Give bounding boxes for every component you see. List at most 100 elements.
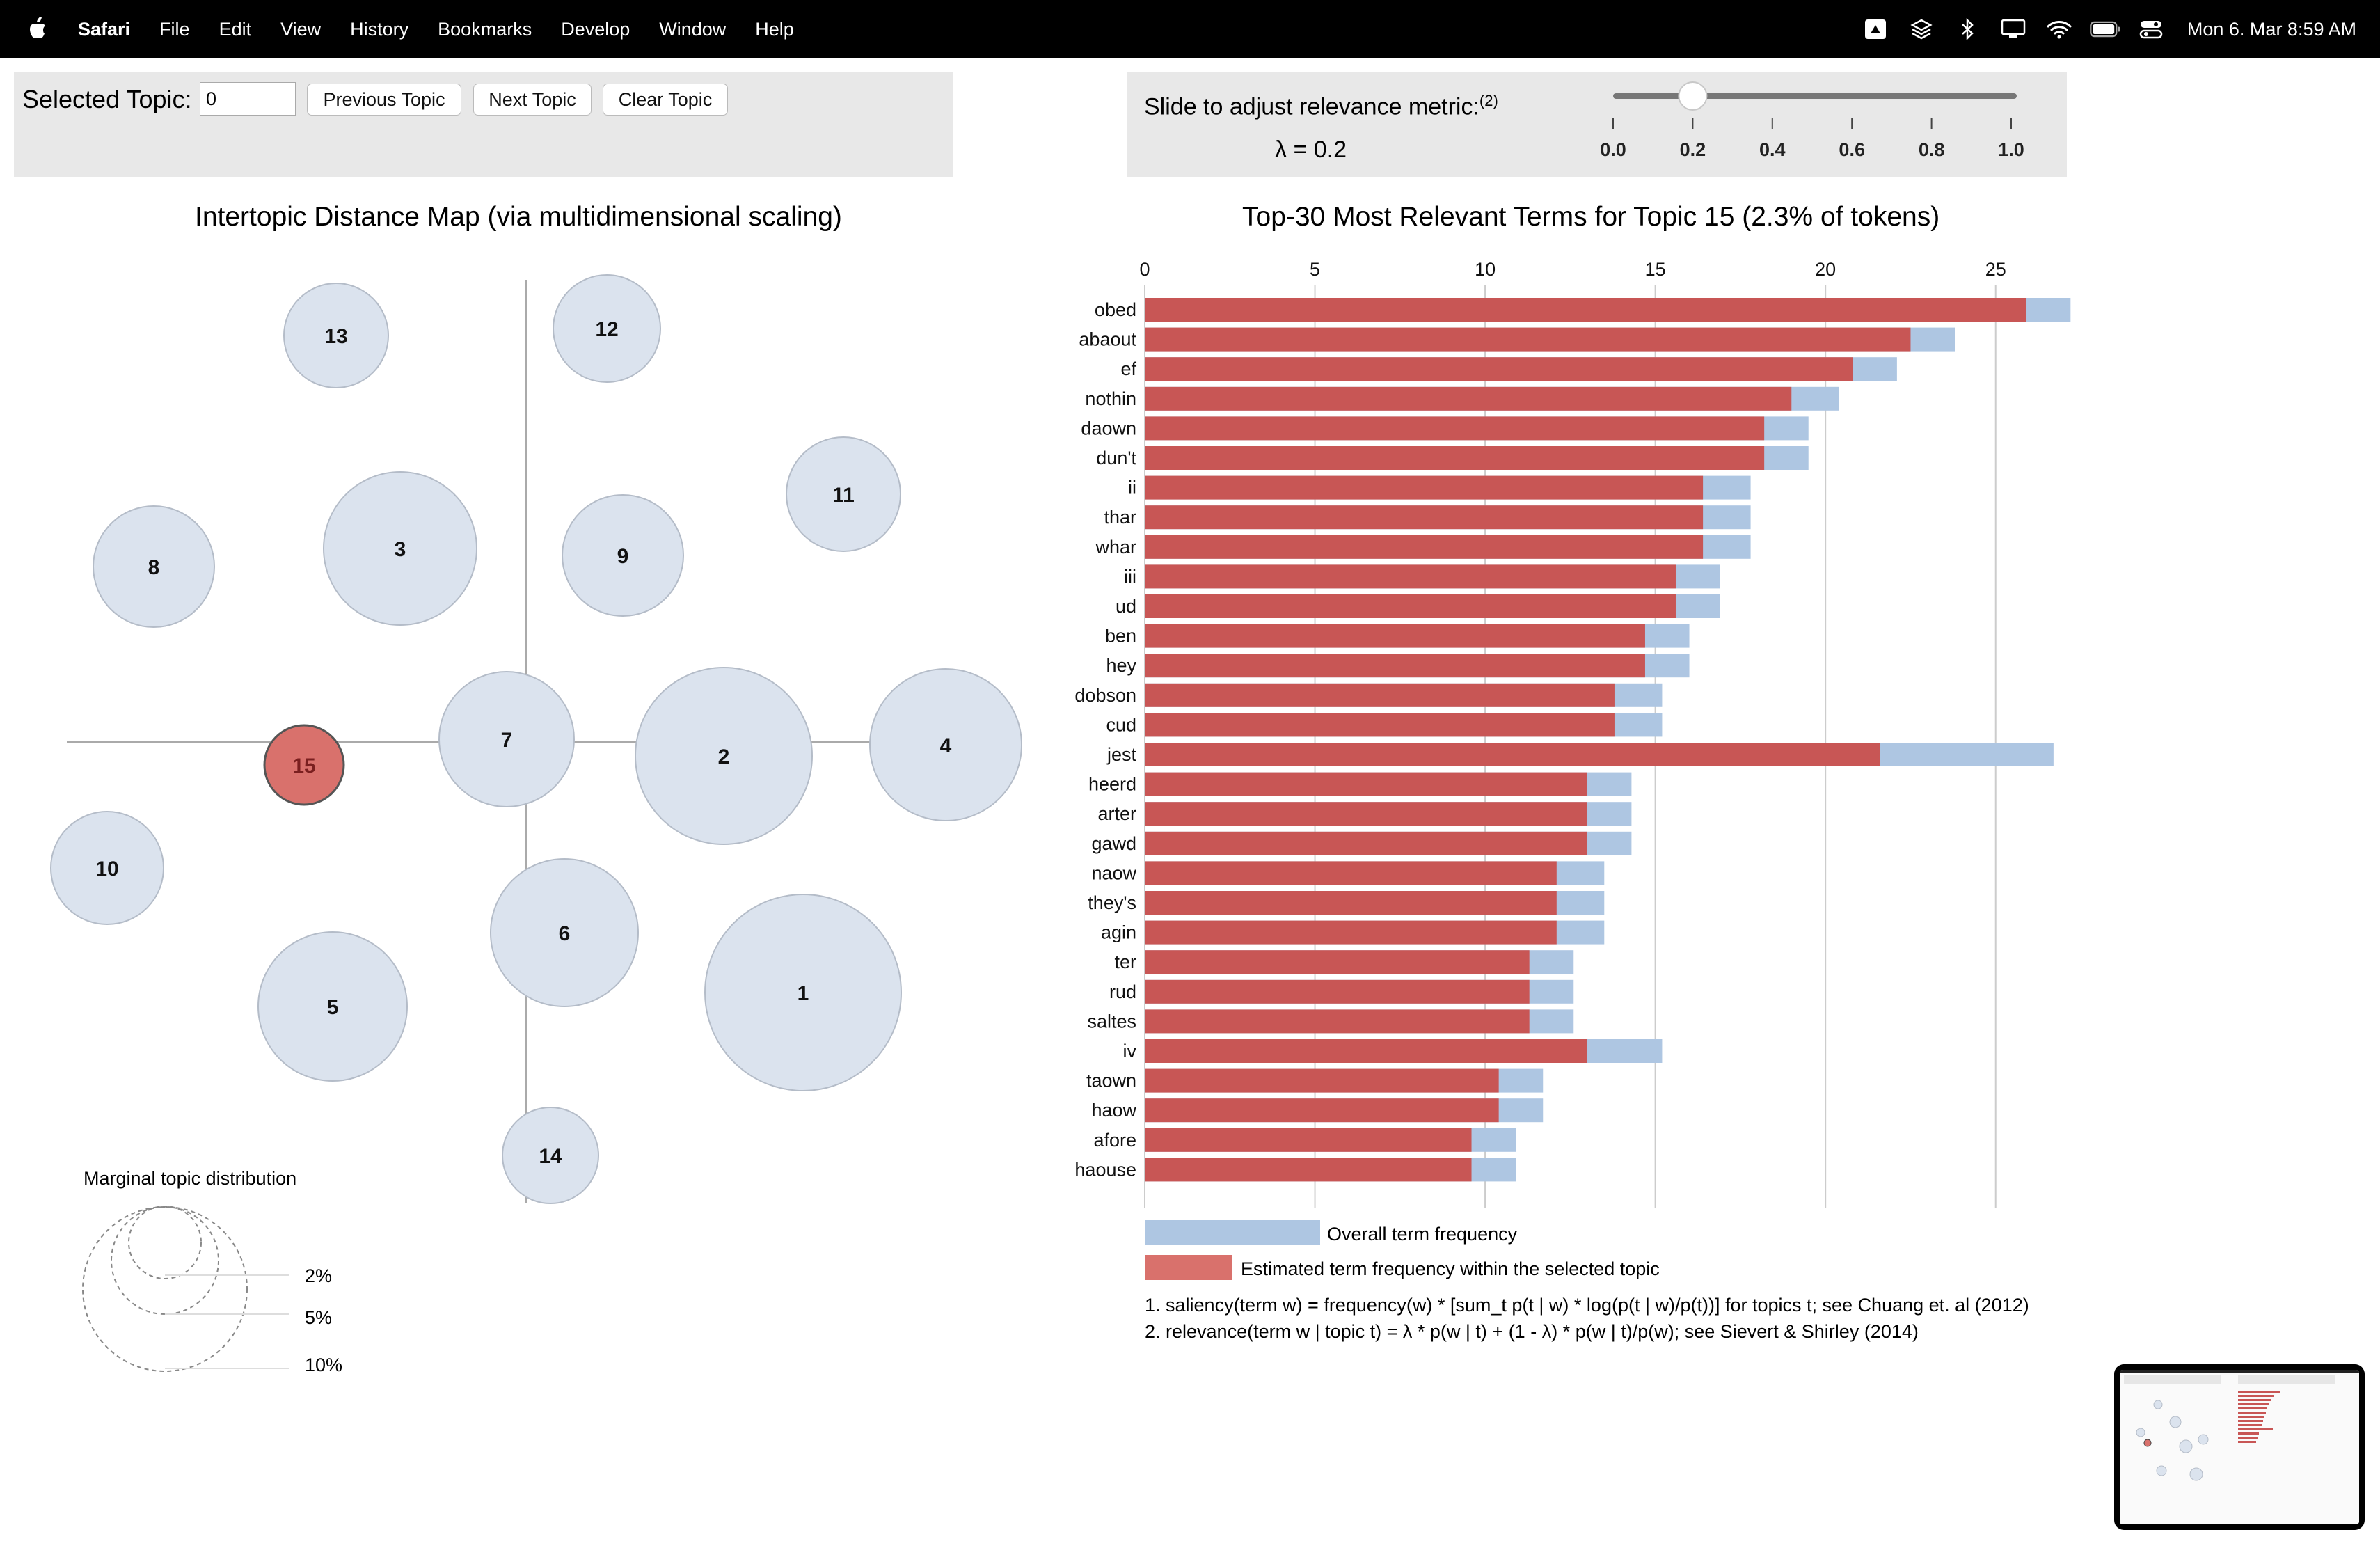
topic-bubble[interactable] [490, 858, 639, 1007]
thumbnail-preview[interactable] [2120, 1370, 2359, 1524]
topic-circle-5[interactable]: 5 [257, 931, 408, 1082]
screenshot-thumbnail[interactable] [2114, 1364, 2365, 1530]
topic-circle-11[interactable]: 11 [786, 436, 901, 552]
bar-topic-arter[interactable] [1145, 802, 1587, 826]
term-label-abaout[interactable]: abaout [1079, 329, 1136, 350]
bar-topic-ter[interactable] [1145, 950, 1530, 974]
term-label-iv[interactable]: iv [1123, 1041, 1137, 1061]
topic-circle-6[interactable]: 6 [490, 858, 639, 1007]
term-label-obed[interactable]: obed [1095, 299, 1136, 320]
menu-edit[interactable]: Edit [219, 18, 252, 40]
topic-circle-1[interactable]: 1 [704, 894, 902, 1091]
bar-topic-daown[interactable] [1145, 416, 1765, 441]
term-label-afore[interactable]: afore [1093, 1130, 1136, 1151]
term-label-jest[interactable]: jest [1106, 744, 1137, 765]
slider-track[interactable] [1613, 93, 2017, 99]
topic-circle-3[interactable]: 3 [323, 471, 477, 626]
bar-topic-agin[interactable] [1145, 920, 1557, 945]
topic-bubble[interactable] [786, 436, 901, 552]
bar-topic-dobson[interactable] [1145, 683, 1615, 707]
bar-topic-haow[interactable] [1145, 1098, 1499, 1123]
menu-file[interactable]: File [159, 18, 190, 40]
term-label-saltes[interactable]: saltes [1087, 1011, 1136, 1032]
term-label-daown[interactable]: daown [1081, 418, 1136, 439]
term-label-ud[interactable]: ud [1116, 596, 1136, 617]
drive-icon[interactable] [1860, 17, 1891, 41]
topic-bubble[interactable] [562, 494, 684, 617]
term-label-naow[interactable]: naow [1091, 862, 1136, 883]
clear-topic-button[interactable]: Clear Topic [603, 84, 728, 116]
bar-topic-gawd[interactable] [1145, 831, 1587, 855]
bar-topic-nothin[interactable] [1145, 386, 1792, 411]
topic-bubble[interactable] [257, 931, 408, 1082]
term-label-hey[interactable]: hey [1106, 655, 1136, 676]
next-topic-button[interactable]: Next Topic [473, 84, 592, 116]
term-label-ef[interactable]: ef [1120, 358, 1136, 379]
bar-topic-obed[interactable] [1145, 298, 2026, 322]
term-label-dobson[interactable]: dobson [1074, 685, 1136, 706]
relevance-slider[interactable]: 0.0 0.2 0.4 0.6 0.8 1.0 [1587, 72, 2074, 177]
bar-topic-heerd[interactable] [1145, 772, 1587, 796]
battery-icon[interactable] [2090, 17, 2120, 41]
apple-icon[interactable] [26, 15, 50, 43]
term-label-dun't[interactable]: dun't [1096, 448, 1136, 468]
term-label-iii[interactable]: iii [1124, 566, 1136, 587]
bar-topic-ii[interactable] [1145, 475, 1704, 500]
term-label-ter[interactable]: ter [1114, 951, 1136, 972]
bar-topic-hey[interactable] [1145, 654, 1645, 678]
bar-topic-they's[interactable] [1145, 891, 1557, 915]
topic-bubble[interactable] [263, 724, 345, 806]
topic-bubble[interactable] [283, 283, 389, 388]
topic-bubble[interactable] [502, 1107, 599, 1204]
bar-topic-cud[interactable] [1145, 713, 1615, 737]
term-label-rud[interactable]: rud [1109, 981, 1136, 1002]
menu-app-name[interactable]: Safari [78, 18, 131, 40]
menu-help[interactable]: Help [755, 18, 794, 40]
term-label-taown[interactable]: taown [1086, 1071, 1136, 1091]
bar-topic-haouse[interactable] [1145, 1158, 1472, 1182]
menubar-clock[interactable]: Mon 6. Mar 8:59 AM [2187, 18, 2356, 40]
topic-bubble[interactable] [869, 668, 1022, 821]
menu-history[interactable]: History [350, 18, 409, 40]
bar-topic-iii[interactable] [1145, 564, 1676, 589]
menu-bookmarks[interactable]: Bookmarks [438, 18, 532, 40]
bar-topic-ef[interactable] [1145, 357, 1853, 381]
topic-input[interactable] [200, 82, 296, 116]
topic-bubble[interactable] [635, 667, 813, 845]
topic-circle-12[interactable]: 12 [553, 274, 661, 383]
term-label-agin[interactable]: agin [1101, 922, 1136, 943]
topic-circle-4[interactable]: 4 [869, 668, 1022, 821]
topic-circle-7[interactable]: 7 [438, 671, 575, 807]
previous-topic-button[interactable]: Previous Topic [307, 84, 461, 116]
term-label-haow[interactable]: haow [1091, 1100, 1136, 1121]
bar-topic-dun't[interactable] [1145, 446, 1765, 470]
term-label-nothin[interactable]: nothin [1085, 388, 1136, 409]
slider-thumb[interactable] [1678, 81, 1708, 111]
layers-icon[interactable] [1906, 17, 1937, 41]
wifi-icon[interactable] [2044, 17, 2074, 41]
menu-view[interactable]: View [280, 18, 322, 40]
topic-circle-14[interactable]: 14 [502, 1107, 599, 1204]
bar-topic-rud[interactable] [1145, 979, 1530, 1004]
bar-topic-naow[interactable] [1145, 861, 1557, 885]
term-label-gawd[interactable]: gawd [1091, 833, 1136, 854]
topic-bubble[interactable] [438, 671, 575, 807]
bar-topic-saltes[interactable] [1145, 1009, 1530, 1034]
menu-develop[interactable]: Develop [561, 18, 630, 40]
term-label-heerd[interactable]: heerd [1088, 774, 1136, 795]
bar-topic-jest[interactable] [1145, 743, 1880, 766]
bar-topic-thar[interactable] [1145, 505, 1704, 530]
term-label-whar[interactable]: whar [1095, 537, 1136, 558]
bar-topic-iv[interactable] [1145, 1039, 1587, 1063]
bar-topic-abaout[interactable] [1145, 327, 1911, 352]
topic-bubble[interactable] [704, 894, 902, 1091]
topic-bubble[interactable] [93, 505, 215, 628]
bar-topic-ben[interactable] [1145, 624, 1645, 648]
term-label-cud[interactable]: cud [1106, 714, 1136, 735]
bar-topic-ud[interactable] [1145, 594, 1676, 618]
control-center-icon[interactable] [2136, 17, 2166, 41]
term-label-arter[interactable]: arter [1097, 803, 1136, 824]
term-label-thar[interactable]: thar [1104, 507, 1136, 528]
bar-topic-whar[interactable] [1145, 535, 1704, 559]
menu-window[interactable]: Window [659, 18, 727, 40]
